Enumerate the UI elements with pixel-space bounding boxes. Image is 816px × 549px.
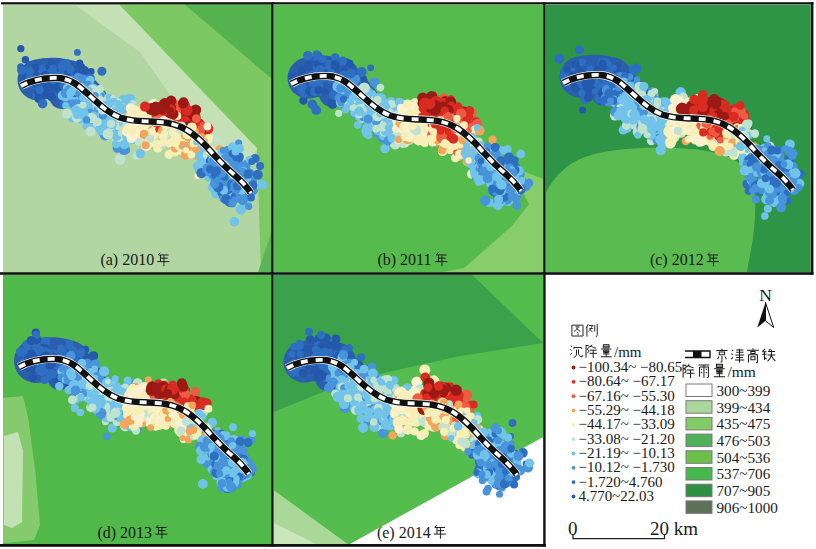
svg-text:476~503: 476~503 bbox=[717, 432, 771, 449]
svg-text:504~536: 504~536 bbox=[717, 449, 771, 466]
svg-text:707~905: 707~905 bbox=[717, 482, 771, 499]
svg-text:4.770~22.03: 4.770~22.03 bbox=[579, 488, 655, 504]
svg-text:906~1000: 906~1000 bbox=[717, 499, 779, 516]
svg-text:(d) 2013: (d) 2013 bbox=[97, 524, 152, 542]
svg-text:435~475: 435~475 bbox=[717, 415, 771, 432]
svg-text:300~399: 300~399 bbox=[717, 382, 771, 399]
svg-text:20 km: 20 km bbox=[650, 518, 698, 539]
svg-text:/mm: /mm bbox=[728, 363, 756, 380]
svg-text:399~434: 399~434 bbox=[717, 399, 771, 416]
svg-text:(e) 2014: (e) 2014 bbox=[377, 524, 431, 542]
svg-text:(a) 2010: (a) 2010 bbox=[100, 251, 154, 269]
svg-text:/mm: /mm bbox=[614, 344, 642, 360]
svg-text:(c) 2012: (c) 2012 bbox=[650, 251, 704, 269]
svg-text:537~706: 537~706 bbox=[717, 465, 771, 482]
svg-text:(b) 2011: (b) 2011 bbox=[377, 251, 431, 269]
svg-text:N: N bbox=[759, 285, 772, 305]
